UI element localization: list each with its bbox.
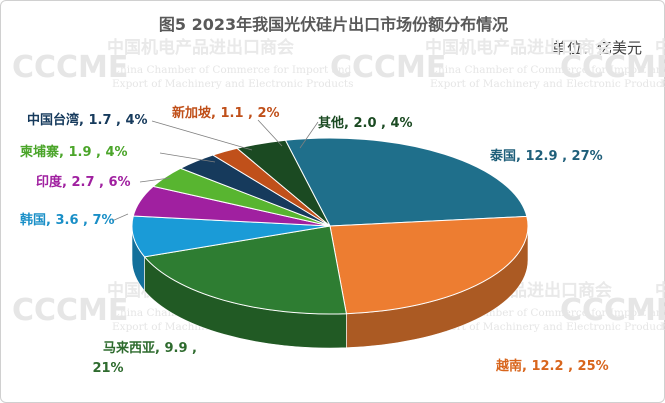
watermark-en-1: China Chamber of Commerce for Import and [660,64,665,76]
pie-slice-其他 [235,139,331,227]
watermark-cn: 中国机电产品进出口商会 [425,37,612,58]
leader-line-新加坡 [257,119,283,147]
data-label-韩国: 韩国, 3.6 , 7% [20,212,115,228]
data-label-印度: 印度, 2.7 , 6% [36,174,131,190]
watermark-en-2: Export of Machinery and Electronic Produ… [660,321,665,333]
watermark-en-2: Export of Machinery and Electronic Produ… [660,78,665,90]
data-label-越南: 越南, 12.2 , 25% [495,358,609,374]
data-label-新加坡: 新加坡, 1.1 , 2% [172,105,280,121]
watermark-logo: CCCME [12,293,128,328]
chart-unit: 单位：亿美元 [551,39,642,57]
data-label-马来西亚-pct: 21% [92,361,123,376]
leader-line-韩国 [111,213,129,222]
watermark-logo: CCCME [560,50,665,85]
pie-labels: 泰国, 12.9 , 27% 越南, 12.2 , 25% 马来西亚, 9.9 , 2… [20,105,609,376]
watermark-en-1: China Chamber of Commerce for Import and [112,64,352,76]
watermark-cn: 中国机电产品进出口商会 [655,37,665,58]
watermark-en-2: Export of Machinery and Electronic Produ… [112,78,354,90]
chart-title: 图5 2023年我国光伏硅片出口市场份额分布情况 [158,15,509,34]
watermark-en-1: China Chamber of Commerce for Import and [430,64,665,76]
leader-line-印度 [139,177,171,183]
watermark-logo: CCCME [12,50,128,85]
leader-line-其他 [299,121,319,149]
leader-line-中国台湾 [151,120,253,151]
data-label-其他: 其他, 2.0 , 4% [318,115,413,131]
watermark-logo: CCCME [560,293,665,328]
watermark-en-1: China Chamber of Commerce for Import and [660,307,665,319]
data-label-中国台湾: 中国台湾, 1.7 , 4% [27,112,148,128]
pie-slice-越南 [329,215,529,315]
data-label-泰国: 泰国, 12.9 , 27% [489,148,603,164]
watermark-en-2: Export of Machinery and Electronic Produ… [430,78,665,90]
pie-tops [131,137,529,315]
watermark-en-2: Export of Machinery and Electronic Produ… [430,321,665,333]
leader-line-柬埔寨 [159,152,216,163]
watermark-logo: CCCME [330,50,446,85]
pie-slice-泰国 [284,137,528,227]
watermark-cn: 中国机电产品进出口商会 [655,280,665,301]
pie-slice-马来西亚 [143,225,347,315]
data-label-柬埔寨: 柬埔寨, 1.9 , 4% [20,144,128,160]
watermark-cn: 中国机电产品进出口商会 [107,37,294,58]
data-label-马来西亚: 马来西亚, 9.9 , [103,340,197,356]
